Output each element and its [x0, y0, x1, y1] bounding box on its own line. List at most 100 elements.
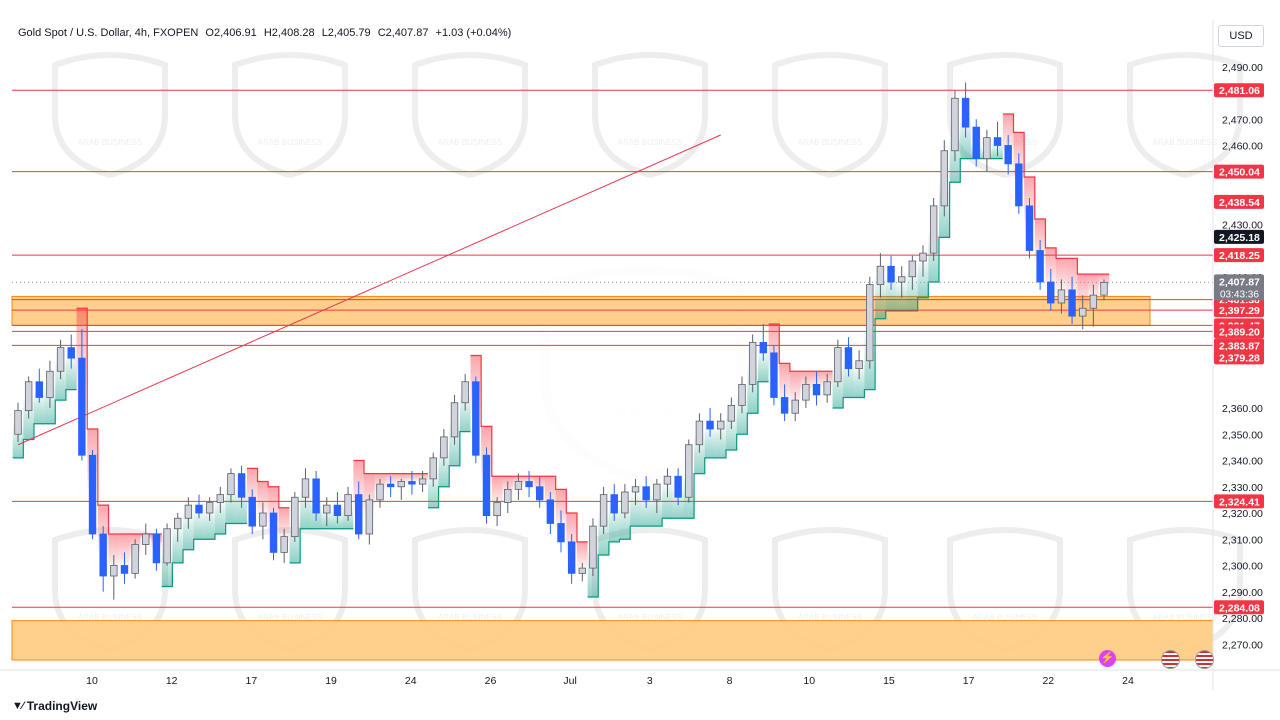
y-tick-label: 2,320.00 [1222, 508, 1263, 520]
candle [46, 360, 54, 408]
level-price-tag [1214, 164, 1264, 179]
marker-price-tag [1214, 229, 1264, 244]
candle [929, 198, 938, 261]
trend-fill-up [736, 394, 748, 435]
candle-body [855, 360, 863, 370]
y-tick-label: 2,280.00 [1222, 613, 1263, 625]
candle-body [46, 370, 54, 398]
trend-fill-up [917, 257, 929, 298]
candle-body [344, 494, 352, 517]
trend-fill-down [108, 534, 120, 571]
candle [88, 450, 97, 540]
candle [919, 245, 927, 277]
ohlc-change: +1.03 (+0.04%) [435, 27, 512, 39]
x-tick-label: 26 [485, 675, 497, 687]
candle [685, 439, 693, 503]
us-flag-event-icon[interactable] [1161, 650, 1180, 669]
candle-body [386, 483, 395, 488]
support-zone [11, 295, 1151, 326]
candle [557, 510, 565, 553]
candle [344, 486, 352, 521]
trend-line-up [12, 158, 1003, 598]
candle-body [578, 567, 586, 574]
candle [386, 476, 395, 498]
candle [674, 468, 682, 506]
trend-fill-down [576, 541, 588, 571]
trend-fill-up [300, 488, 311, 529]
candle [727, 397, 736, 429]
trend-line [17, 134, 721, 446]
marker-price-label: 2,425.18 [1219, 232, 1260, 244]
candle-body [56, 347, 65, 372]
candle [567, 534, 576, 584]
watermark-text: ARAB BUSINESS [438, 613, 502, 622]
x-tick-label: 15 [883, 675, 895, 687]
candle [717, 413, 725, 440]
candle-body [227, 473, 235, 496]
lightning-icon[interactable]: ⚡ [1099, 650, 1116, 667]
candle-body [780, 397, 789, 414]
candle [866, 276, 874, 369]
candle-body [940, 150, 948, 207]
candle [844, 337, 853, 377]
watermark-text: ARAB BUSINESS [594, 403, 691, 417]
x-tick-label: 3 [647, 675, 653, 687]
candle [951, 90, 959, 162]
us-flag-event-icon[interactable] [1195, 650, 1214, 669]
candle-body [961, 97, 970, 128]
y-tick-label: 2,290.00 [1222, 587, 1263, 599]
candle [663, 468, 672, 498]
candle-body [323, 504, 331, 514]
candle [78, 329, 86, 461]
candle [482, 447, 491, 524]
candle [195, 494, 203, 519]
watermark-shield-icon [1127, 52, 1243, 179]
candle [610, 484, 618, 521]
trend-fill-up [694, 432, 705, 474]
level-price-tag [1214, 303, 1264, 318]
candle-body [621, 491, 629, 514]
candle [152, 528, 161, 571]
trend-fill-up [33, 389, 45, 424]
candle-body [983, 137, 991, 160]
trend-line-down [76, 113, 1110, 543]
candle-body [504, 488, 512, 503]
level-price-tag [1214, 350, 1264, 365]
candle [961, 82, 970, 138]
candle [1089, 284, 1098, 327]
currency-selector[interactable]: USD [1218, 25, 1264, 47]
trend-fill-up [438, 447, 450, 487]
candle-body [365, 499, 374, 535]
ohlc-open: O2,406.91 [205, 27, 257, 39]
candle-body [674, 475, 682, 498]
trend-fill-up [214, 498, 226, 534]
trend-fill-up [757, 347, 769, 382]
x-tick-label: 10 [86, 675, 98, 687]
y-tick-label: 2,340.00 [1222, 456, 1263, 468]
candle [142, 523, 150, 555]
candle [120, 552, 129, 584]
candle [812, 371, 821, 406]
candle [823, 373, 831, 403]
watermark-text: ARAB BUSINESS [618, 138, 682, 147]
candle [56, 339, 65, 380]
trend-fill-up [55, 359, 66, 401]
candle [802, 376, 810, 408]
candle-body [993, 137, 1002, 146]
level-price-label: 2,379.28 [1219, 352, 1260, 364]
ohlc-low: L2,405.79 [321, 27, 371, 39]
watermark-text: ARAB BUSINESS [1153, 138, 1217, 147]
trend-fill-up [662, 480, 673, 519]
candle-body [174, 517, 182, 530]
candle-body [482, 454, 491, 517]
candle-body [78, 357, 86, 456]
level-price-tag [1214, 83, 1264, 98]
candle-body [450, 402, 459, 438]
candle [408, 471, 416, 495]
candle [1015, 153, 1023, 214]
time-axis: 10 12 17 19 24 26 Jul 3 8 10 15 17 22 24 [0, 669, 1280, 687]
candle [791, 392, 799, 422]
candle-body [291, 496, 299, 538]
candle [748, 334, 757, 393]
